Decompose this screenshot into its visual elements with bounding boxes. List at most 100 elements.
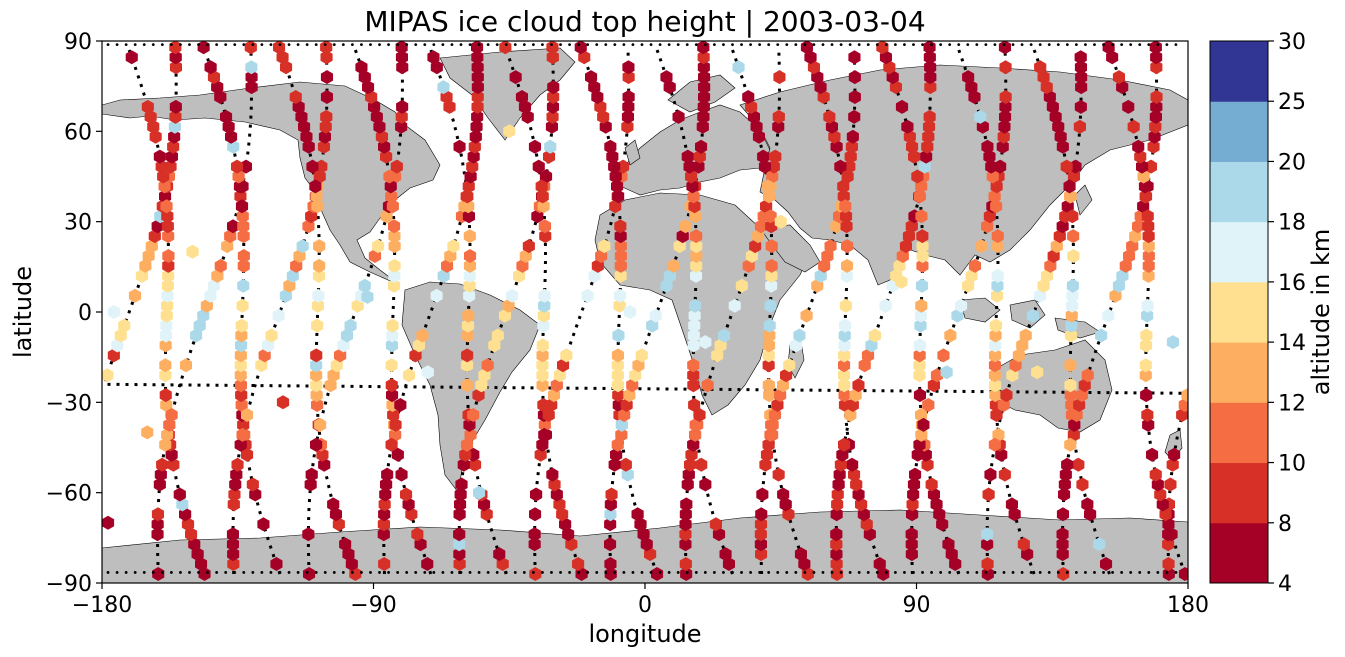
cloud-top-marker xyxy=(830,507,843,522)
cloud-top-marker xyxy=(214,258,227,273)
polar-dot xyxy=(332,43,336,47)
cloud-top-marker xyxy=(311,298,324,313)
cloud-top-marker xyxy=(693,149,706,164)
cloud-top-marker xyxy=(687,338,700,353)
polar-dot xyxy=(676,43,680,47)
colorbar-segment xyxy=(1210,462,1268,524)
colorbar-segment xyxy=(1210,221,1268,283)
colorbar-tick-label: 18 xyxy=(1278,211,1306,236)
cloud-top-marker xyxy=(840,268,853,283)
polar-dot xyxy=(169,571,173,574)
polar-dot xyxy=(794,43,798,47)
cloud-top-marker xyxy=(996,139,1009,154)
cloud-top-marker xyxy=(1058,477,1071,492)
cloud-top-marker xyxy=(462,179,475,194)
x-axis-ticks: −180 −90 0 90 180 xyxy=(72,583,1209,618)
polar-dot xyxy=(568,43,571,47)
cloud-top-marker xyxy=(380,149,393,164)
cloud-top-marker xyxy=(913,388,926,403)
cloud-top-marker xyxy=(688,318,701,333)
cloud-top-marker xyxy=(529,507,542,522)
cloud-top-marker xyxy=(233,179,246,194)
cloud-top-marker xyxy=(685,169,698,184)
cloud-top-marker xyxy=(962,70,975,85)
polar-dot xyxy=(577,43,581,47)
cloud-top-marker xyxy=(783,358,796,373)
cloud-top-marker xyxy=(237,249,250,263)
cloud-top-marker xyxy=(1149,467,1162,482)
x-tick-label: 90 xyxy=(903,593,931,618)
cloud-top-marker xyxy=(155,159,168,174)
cloud-top-marker xyxy=(309,179,322,194)
cloud-top-marker xyxy=(162,268,175,283)
cloud-top-marker xyxy=(339,537,352,552)
cloud-top-marker xyxy=(852,378,865,393)
cloud-top-marker xyxy=(1072,457,1085,472)
cloud-top-marker xyxy=(848,90,861,104)
polar-dot xyxy=(468,571,472,574)
cloud-top-marker xyxy=(988,189,1001,204)
polar-dot xyxy=(432,43,436,47)
cloud-top-marker xyxy=(718,328,731,343)
cloud-top-marker xyxy=(613,288,627,303)
cloud-top-marker xyxy=(536,189,549,204)
polar-dot xyxy=(1065,43,1069,47)
polar-dot xyxy=(1165,43,1169,47)
cloud-top-marker xyxy=(528,537,541,552)
polar-dot xyxy=(1147,571,1151,574)
colorbar-tick-label: 10 xyxy=(1278,452,1306,477)
cloud-top-marker xyxy=(614,268,627,283)
cloud-top-marker xyxy=(651,567,664,581)
cloud-top-marker xyxy=(481,358,494,373)
polar-dot xyxy=(541,43,544,47)
cloud-top-marker xyxy=(895,99,909,114)
colorbar-segment xyxy=(1210,281,1268,343)
cloud-top-marker xyxy=(968,258,981,273)
colorbar-tick-label: 20 xyxy=(1278,150,1306,175)
polar-dot xyxy=(658,571,662,574)
cloud-top-marker xyxy=(764,209,777,224)
cloud-top-marker xyxy=(227,557,240,571)
cloud-top-marker xyxy=(667,258,680,273)
cloud-top-marker xyxy=(228,487,241,502)
cloud-top-marker xyxy=(358,278,371,293)
cloud-top-marker xyxy=(981,567,994,581)
cloud-top-marker xyxy=(1065,308,1078,323)
cloud-top-marker xyxy=(462,199,475,214)
polar-dot xyxy=(450,571,454,574)
cloud-top-marker xyxy=(539,229,552,244)
cloud-top-marker xyxy=(161,298,174,313)
cloud-top-marker xyxy=(537,318,550,333)
cloud-top-marker xyxy=(537,199,550,214)
cloud-top-marker xyxy=(161,288,174,303)
cloud-top-marker xyxy=(471,60,484,75)
cloud-top-markers xyxy=(102,41,1188,581)
polar-dot xyxy=(486,43,490,47)
cloud-top-marker xyxy=(327,497,340,512)
cloud-top-marker xyxy=(313,169,326,184)
cloud-top-marker xyxy=(234,358,247,373)
cloud-top-marker xyxy=(991,278,1004,293)
cloud-top-marker xyxy=(154,467,167,482)
cloud-top-marker xyxy=(989,378,1002,393)
polar-dot xyxy=(124,571,128,574)
polar-dot xyxy=(423,571,427,574)
cloud-top-marker xyxy=(467,408,480,422)
polar-dot xyxy=(586,571,590,574)
cloud-top-marker xyxy=(660,70,673,85)
cloud-top-marker xyxy=(915,278,929,293)
cloud-top-marker xyxy=(631,507,644,522)
y-tick-label: 0 xyxy=(78,301,92,326)
cloud-top-marker xyxy=(598,239,611,254)
cloud-top-marker xyxy=(689,427,702,442)
polar-dot xyxy=(785,571,789,574)
polar-dot xyxy=(740,571,743,574)
cloud-top-marker xyxy=(156,457,169,472)
polar-dot xyxy=(151,43,155,47)
polar-dot xyxy=(685,571,689,574)
polar-dot xyxy=(314,43,318,47)
cloud-top-marker xyxy=(388,229,401,244)
polar-dot xyxy=(115,43,119,47)
cloud-top-marker xyxy=(462,209,475,224)
cloud-top-marker xyxy=(536,437,549,452)
